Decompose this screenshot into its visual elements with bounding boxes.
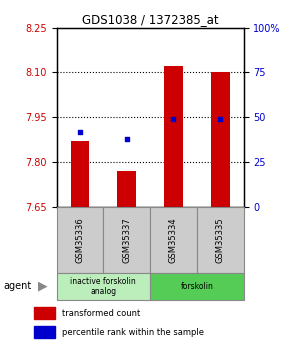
Bar [57,273,150,300]
Bar [197,207,244,273]
Bar [117,171,136,207]
Bar [150,207,197,273]
Point [218,116,222,122]
Text: GSM35334: GSM35334 [169,217,178,263]
Text: GSM35336: GSM35336 [75,217,84,263]
Point [171,116,176,122]
Text: percentile rank within the sample: percentile rank within the sample [62,327,204,337]
Bar [34,326,55,338]
Point [78,129,82,135]
Text: forskolin: forskolin [180,282,213,291]
Text: transformed count: transformed count [62,308,140,318]
Bar [34,307,55,319]
Bar [103,207,150,273]
Bar [57,207,103,273]
Point [124,136,129,141]
Bar [164,67,183,207]
Bar [211,72,230,207]
Text: inactive forskolin
analog: inactive forskolin analog [70,277,136,296]
Bar [70,141,89,207]
Text: agent: agent [3,282,31,291]
Text: GSM35337: GSM35337 [122,217,131,263]
Title: GDS1038 / 1372385_at: GDS1038 / 1372385_at [82,13,218,27]
Text: GSM35335: GSM35335 [216,217,225,263]
Bar [150,273,244,300]
Text: ▶: ▶ [38,280,47,293]
